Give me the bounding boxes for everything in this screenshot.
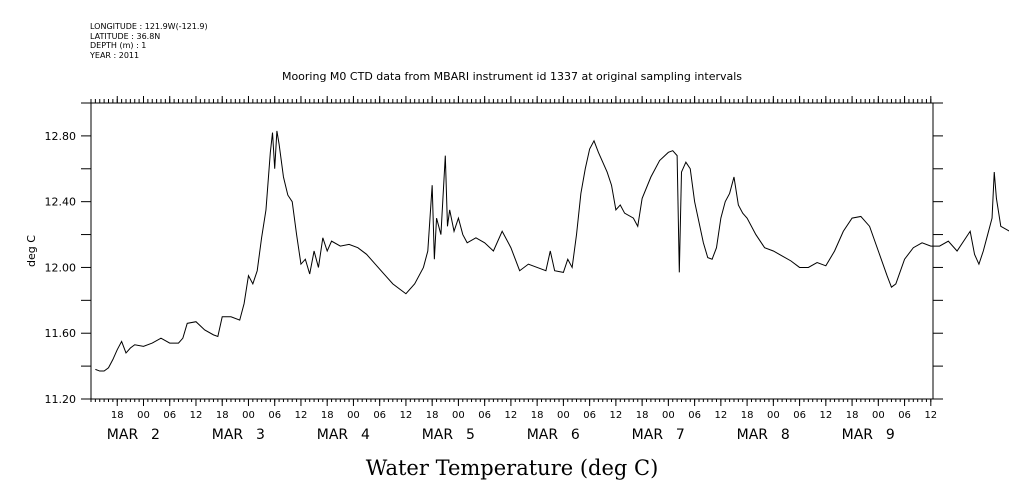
x-hour-tick-label: 00 xyxy=(662,410,675,421)
x-hour-tick-label: 12 xyxy=(610,410,623,421)
x-hour-tick-label: 06 xyxy=(583,410,596,421)
chart-title: Mooring M0 CTD data from MBARI instrumen… xyxy=(282,70,742,83)
x-month-label: MAR xyxy=(842,427,874,443)
x-day-label: 9 xyxy=(886,427,895,443)
x-hour-tick-label: 06 xyxy=(793,410,806,421)
x-hour-tick-label: 18 xyxy=(321,410,334,421)
x-day-label: 4 xyxy=(361,427,370,443)
x-hour-tick-label: 06 xyxy=(688,410,701,421)
x-day-label: 3 xyxy=(256,427,265,443)
x-day-label: 6 xyxy=(571,427,580,443)
x-month-label: MAR xyxy=(632,427,664,443)
x-hour-tick-label: 06 xyxy=(268,410,281,421)
x-hour-tick-label: 12 xyxy=(714,410,727,421)
x-month-label: MAR xyxy=(422,427,454,443)
x-hour-tick-label: 12 xyxy=(819,410,832,421)
x-month-label: MAR xyxy=(317,427,349,443)
axis-labels: 18 00 06 12 18 00 06 12 18 00 06 12 18 00 06 12 18 00 06 12… xyxy=(45,130,938,443)
axis-ticks xyxy=(81,96,943,406)
x-hour-tick-label: 12 xyxy=(505,410,518,421)
x-hour-tick-label: 00 xyxy=(452,410,465,421)
x-hour-tick-label: 06 xyxy=(373,410,386,421)
x-day-label: 2 xyxy=(151,427,160,443)
x-hour-tick-label: 12 xyxy=(924,410,937,421)
y-tick-label: 11.60 xyxy=(45,327,77,340)
year-text: YEAR : 2011 xyxy=(90,50,140,60)
x-hour-tick-label: 18 xyxy=(531,410,544,421)
x-axis-label: Water Temperature (deg C) xyxy=(366,456,659,480)
x-day-label: 8 xyxy=(781,427,790,443)
x-hour-tick-label: 06 xyxy=(163,410,176,421)
plot-frame xyxy=(90,102,934,400)
y-tick-label: 12.80 xyxy=(45,130,77,143)
x-hour-tick-label: 00 xyxy=(347,410,360,421)
y-tick-label: 11.20 xyxy=(45,393,77,406)
x-hour-tick-label: 00 xyxy=(557,410,570,421)
x-hour-tick-label: 12 xyxy=(295,410,308,421)
x-hour-tick-label: 06 xyxy=(478,410,491,421)
x-month-label: MAR xyxy=(737,427,769,443)
x-hour-tick-label: 00 xyxy=(137,410,150,421)
y-tick-label: 12.40 xyxy=(45,196,77,209)
longitude-text: LONGITUDE : 121.9W(-121.9) xyxy=(90,22,208,31)
x-month-label: MAR xyxy=(212,427,244,443)
x-hour-tick-label: 18 xyxy=(216,410,229,421)
x-hour-tick-label: 00 xyxy=(242,410,255,421)
x-hour-tick-label: 18 xyxy=(636,410,649,421)
x-hour-tick-label: 00 xyxy=(872,410,885,421)
x-hour-tick-label: 00 xyxy=(767,410,780,421)
metadata-block: LONGITUDE : 121.9W(-121.9) LATITUDE : 36… xyxy=(90,22,208,60)
x-day-label: 7 xyxy=(676,427,685,443)
x-hour-tick-label: 18 xyxy=(426,410,439,421)
x-hour-tick-label: 18 xyxy=(846,410,859,421)
x-month-label: MAR xyxy=(107,427,139,443)
x-hour-tick-label: 12 xyxy=(190,410,203,421)
x-day-label: 5 xyxy=(466,427,475,443)
x-hour-tick-label: 18 xyxy=(111,410,124,421)
y-tick-label: 12.00 xyxy=(45,261,77,274)
x-hour-tick-label: 06 xyxy=(898,410,911,421)
x-hour-tick-label: 18 xyxy=(741,410,754,421)
latitude-text: LATITUDE : 36.8N xyxy=(90,31,161,41)
y-axis-label: deg C xyxy=(25,235,38,267)
depth-text: DEPTH (m) : 1 xyxy=(90,41,147,50)
x-hour-tick-label: 12 xyxy=(400,410,413,421)
x-month-label: MAR xyxy=(527,427,559,443)
temperature-series-line xyxy=(95,130,1009,372)
